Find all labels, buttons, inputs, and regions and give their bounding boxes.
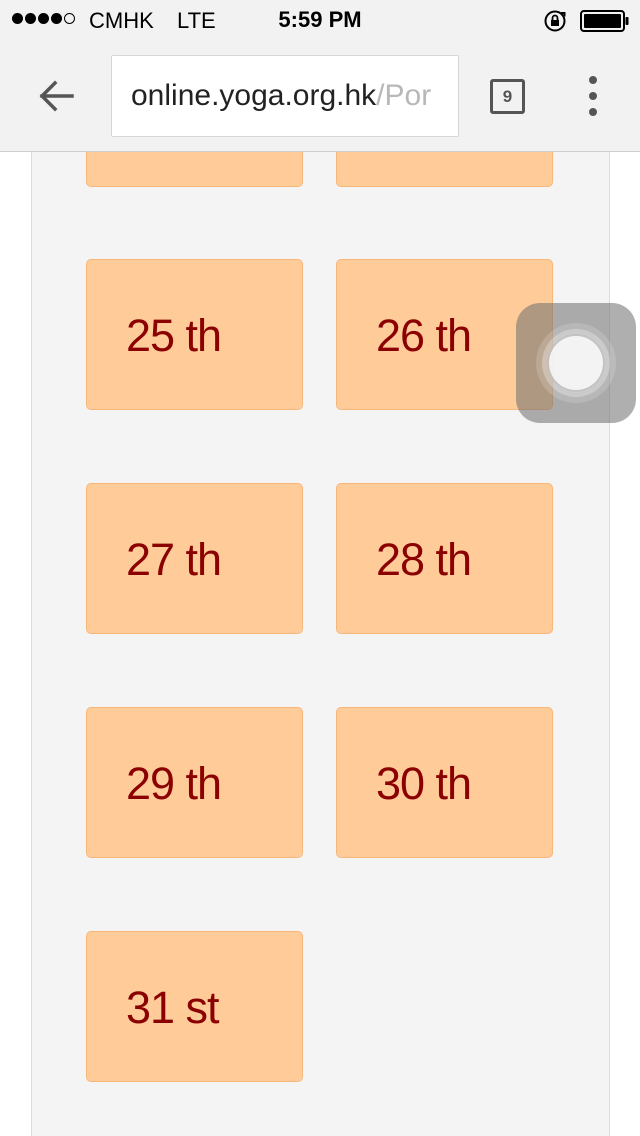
menu-dot — [589, 92, 597, 100]
rotation-lock-icon — [544, 10, 566, 32]
tab-switcher-button[interactable]: 9 — [490, 79, 525, 114]
status-time: 5:59 PM — [278, 7, 362, 32]
day-tile-partial[interactable] — [86, 152, 303, 187]
signal-dot-empty — [64, 13, 75, 24]
back-button[interactable] — [30, 70, 82, 122]
signal-dot — [38, 13, 49, 24]
address-bar[interactable]: online.yoga.org.hk/Por — [111, 55, 459, 137]
battery-icon — [580, 10, 629, 32]
day-tile-25[interactable]: 25 th — [86, 259, 303, 410]
signal-strength-icon — [12, 13, 75, 24]
url-path: /Por — [376, 79, 432, 112]
day-tile-partial[interactable] — [336, 152, 553, 187]
browser-toolbar: online.yoga.org.hk/Por 9 — [0, 40, 640, 152]
network-type: LTE — [177, 8, 216, 33]
day-tile-31[interactable]: 31 st — [86, 931, 303, 1082]
assistive-touch-button[interactable] — [516, 303, 636, 423]
day-tile-28[interactable]: 28 th — [336, 483, 553, 634]
signal-dot — [25, 13, 36, 24]
day-tile-27[interactable]: 27 th — [86, 483, 303, 634]
arrow-left-icon — [39, 80, 74, 112]
url-domain: online.yoga.org.hk — [131, 79, 377, 112]
signal-dot — [12, 13, 23, 24]
day-tile-30[interactable]: 30 th — [336, 707, 553, 858]
menu-dot — [589, 108, 597, 116]
status-bar: CMHK LTE 5:59 PM — [0, 0, 640, 40]
menu-dot — [589, 76, 597, 84]
day-tile-29[interactable]: 29 th — [86, 707, 303, 858]
carrier-name: CMHK — [89, 8, 154, 33]
signal-dot — [51, 13, 62, 24]
overflow-menu-button[interactable] — [578, 76, 608, 116]
assistive-touch-ring-inner — [549, 336, 603, 390]
